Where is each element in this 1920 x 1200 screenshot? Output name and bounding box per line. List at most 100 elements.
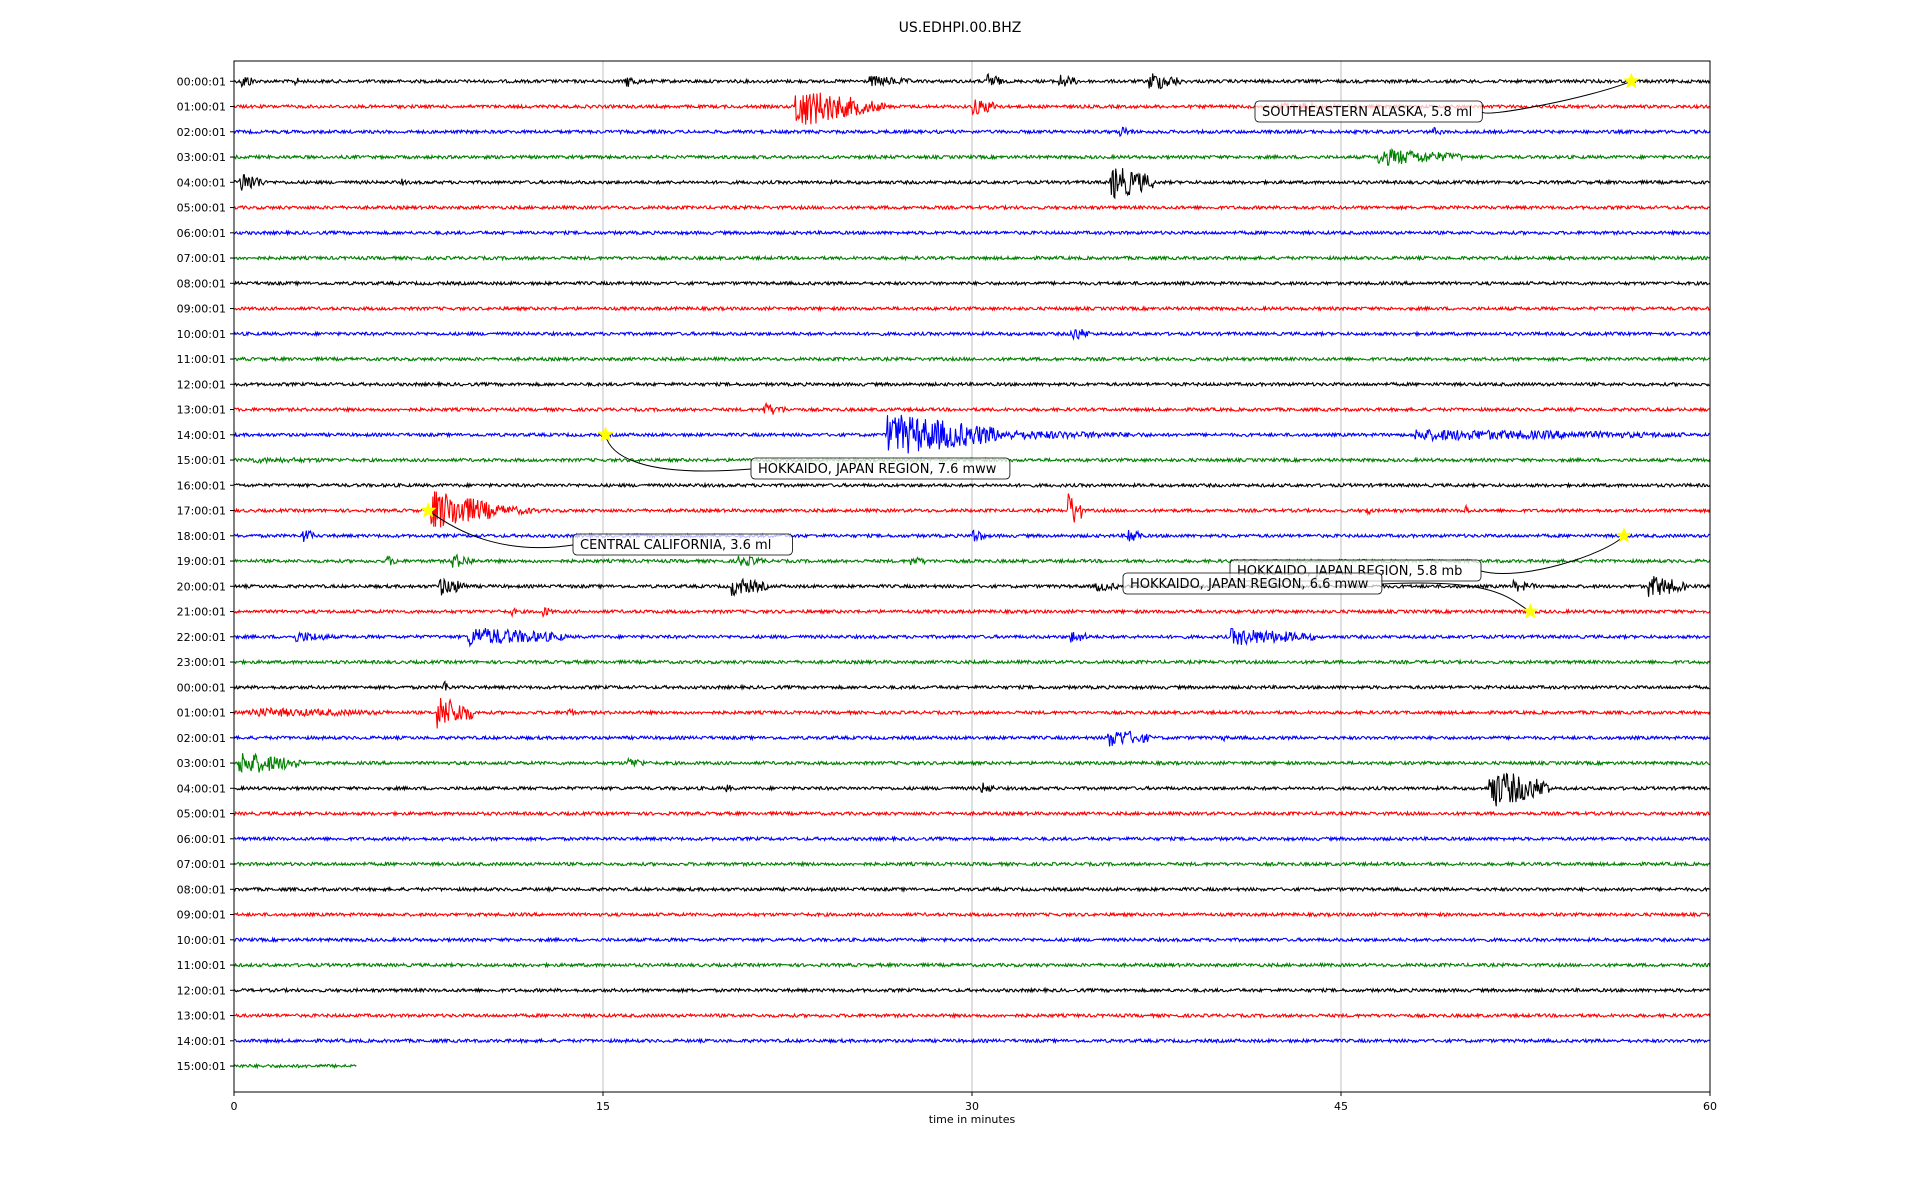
row-label-39: 15:00:01: [177, 1060, 226, 1073]
x-tick-label-1: 15: [596, 1100, 610, 1113]
trace-row-39: [233, 1062, 357, 1070]
x-tick-label-4: 60: [1703, 1100, 1717, 1113]
trace-row-31: [233, 860, 1711, 868]
row-label-0: 00:00:01: [177, 75, 226, 88]
trace-row-24: [233, 680, 1710, 691]
row-label-21: 21:00:01: [177, 606, 226, 619]
row-label-38: 14:00:01: [177, 1035, 226, 1048]
trace-row-0: [233, 72, 1711, 90]
trace-row-26: [233, 730, 1711, 747]
event-label-1: HOKKAIDO, JAPAN REGION, 7.6 mww: [758, 462, 997, 477]
trace-row-18: [233, 529, 1711, 543]
trace-row-27: [233, 752, 1711, 774]
row-label-12: 12:00:01: [177, 378, 226, 391]
row-label-19: 19:00:01: [177, 555, 226, 568]
row-label-10: 10:00:01: [177, 328, 226, 341]
x-axis-ticks: 0 15 30 45 60: [231, 1092, 1717, 1113]
x-axis-label: time in minutes: [928, 1113, 1016, 1126]
row-label-35: 11:00:01: [177, 959, 226, 972]
row-label-24: 00:00:01: [177, 681, 226, 694]
event-leader-2: [428, 510, 574, 549]
row-label-5: 05:00:01: [177, 202, 226, 215]
trace-row-22: [233, 627, 1711, 648]
trace-row-23: [233, 658, 1711, 666]
event-leader-4: [1381, 582, 1531, 612]
trace-row-30: [233, 835, 1710, 843]
row-label-11: 11:00:01: [177, 353, 226, 366]
trace-row-29: [233, 810, 1711, 818]
row-label-30: 06:00:01: [177, 833, 226, 846]
row-label-32: 08:00:01: [177, 883, 226, 896]
event-star-4: [1522, 602, 1539, 619]
trace-row-11: [233, 355, 1710, 363]
trace-row-13: [233, 401, 1710, 415]
trace-row-10: [233, 329, 1711, 341]
trace-row-21: [233, 607, 1711, 619]
row-label-3: 03:00:01: [177, 151, 226, 164]
row-label-22: 22:00:01: [177, 631, 226, 644]
event-star-3: [1615, 527, 1633, 543]
row-label-15: 15:00:01: [177, 454, 226, 467]
event-1: HOKKAIDO, JAPAN REGION, 7.6 mww: [597, 426, 1011, 480]
row-label-17: 17:00:01: [177, 505, 226, 518]
row-label-36: 12:00:01: [177, 984, 226, 997]
event-label-0: SOUTHEASTERN ALASKA, 5.8 ml: [1262, 105, 1472, 120]
chart-title: US.EDHPI.00.BHZ: [898, 20, 1022, 36]
row-label-14: 14:00:01: [177, 429, 226, 442]
trace-row-8: [233, 279, 1711, 287]
trace-row-32: [233, 885, 1710, 893]
row-label-33: 09:00:01: [177, 909, 226, 922]
row-label-29: 05:00:01: [177, 808, 226, 821]
x-tick-label-2: 30: [965, 1100, 979, 1113]
trace-row-38: [233, 1037, 1711, 1045]
trace-row-4: [233, 168, 1711, 200]
row-label-23: 23:00:01: [177, 656, 226, 669]
trace-row-28: [233, 772, 1711, 807]
event-box-0: [1254, 100, 1483, 123]
trace-row-20: [233, 576, 1711, 597]
row-label-26: 02:00:01: [177, 732, 226, 745]
row-label-28: 04:00:01: [177, 782, 226, 795]
row-label-20: 20:00:01: [177, 580, 226, 593]
row-label-16: 16:00:01: [177, 479, 226, 492]
event-label-4: HOKKAIDO, JAPAN REGION, 6.6 mww: [1130, 577, 1369, 592]
trace-row-16: [233, 481, 1711, 489]
event-star-1: [597, 426, 614, 442]
row-label-7: 07:00:01: [177, 252, 226, 265]
row-label-8: 08:00:01: [177, 277, 226, 290]
x-tick-label-0: 0: [231, 1100, 238, 1113]
trace-row-37: [233, 1012, 1711, 1020]
event-2: CENTRAL CALIFORNIA, 3.6 ml: [420, 501, 793, 556]
trace-row-3: [233, 147, 1711, 166]
trace-row-7: [233, 254, 1711, 262]
event-box-1: [750, 457, 1011, 480]
trace-row-5: [233, 203, 1711, 211]
row-label-9: 09:00:01: [177, 303, 226, 316]
row-label-37: 13:00:01: [177, 1010, 226, 1023]
event-annotations: SOUTHEASTERN ALASKA, 5.8 ml HOKKAIDO, JAP…: [420, 72, 1640, 619]
row-label-27: 03:00:01: [177, 757, 226, 770]
event-4: HOKKAIDO, JAPAN REGION, 6.6 mww: [1122, 572, 1539, 619]
trace-row-35: [233, 961, 1711, 969]
trace-row-25: [233, 697, 1711, 729]
row-label-34: 10:00:01: [177, 934, 226, 947]
row-label-25: 01:00:01: [177, 707, 226, 720]
event-leader-0: [1481, 80, 1632, 114]
trace-row-9: [233, 305, 1711, 312]
trace-row-14: [233, 414, 1711, 454]
event-leader-1: [604, 434, 752, 472]
event-star-0: [1623, 72, 1640, 89]
trace-row-6: [233, 229, 1711, 237]
trace-row-17: [233, 491, 1711, 528]
row-label-2: 02:00:01: [177, 126, 226, 139]
trace-row-12: [233, 380, 1711, 389]
row-label-4: 04:00:01: [177, 176, 226, 189]
event-label-2: CENTRAL CALIFORNIA, 3.6 ml: [580, 538, 771, 553]
trace-row-2: [233, 126, 1711, 138]
event-star-2: [420, 501, 437, 518]
row-time-labels: 00:00:01 01:00:01 02:00:01 03:00:01 04:00:01…: [177, 75, 234, 1073]
row-label-1: 01:00:01: [177, 101, 226, 114]
event-0: SOUTHEASTERN ALASKA, 5.8 ml: [1254, 72, 1640, 123]
row-label-6: 06:00:01: [177, 227, 226, 240]
